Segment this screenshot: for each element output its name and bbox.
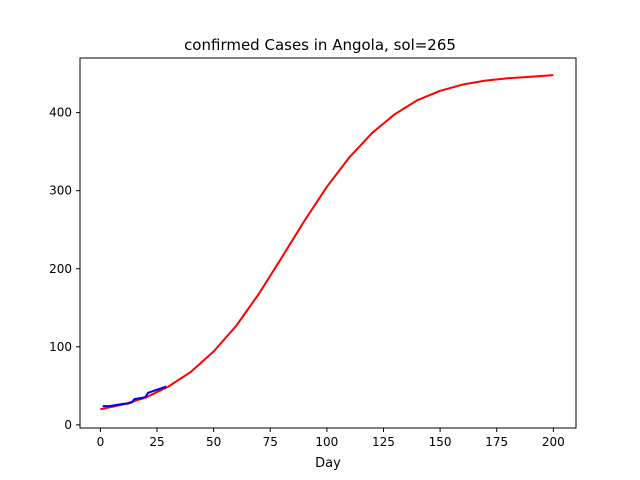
x-axis-ticks: 0 25 50 75 100 125 150 175 200 (97, 428, 565, 449)
x-axis-label: Day (315, 456, 341, 471)
x-tick-label: 125 (372, 435, 395, 449)
plot-area: 0 25 50 75 100 125 150 175 200 0 100 200 300 400 (49, 57, 577, 449)
x-tick-label: 75 (263, 435, 278, 449)
x-tick-label: 25 (149, 435, 164, 449)
x-tick-label: 200 (542, 435, 565, 449)
y-tick-label: 0 (64, 418, 72, 432)
y-tick-label: 400 (49, 106, 72, 120)
x-tick-label: 150 (429, 435, 452, 449)
x-tick-label: 0 (97, 435, 105, 449)
x-tick-label: 50 (206, 435, 221, 449)
y-axis-ticks: 0 100 200 300 400 (49, 106, 80, 432)
series-line-0 (100, 74, 554, 411)
y-tick-label: 300 (49, 184, 72, 198)
series-layer (100, 74, 554, 411)
y-tick-label: 100 (49, 340, 72, 354)
axes-frame (79, 57, 577, 429)
y-tick-label: 200 (49, 262, 72, 276)
series-line-1 (102, 385, 167, 408)
x-tick-label: 100 (315, 435, 338, 449)
x-tick-label: 175 (485, 435, 508, 449)
chart-title: confirmed Cases in Angola, sol=265 (184, 36, 456, 54)
